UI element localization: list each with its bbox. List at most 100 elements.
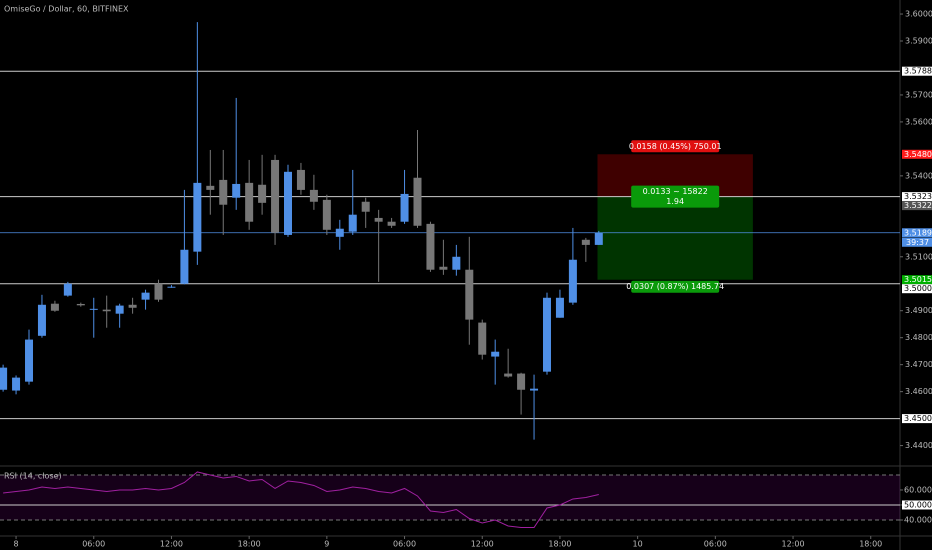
stop-label: 0.0158 (0.45%) 750.01 [629, 142, 722, 151]
y-tick-label: 60.0000 [904, 485, 932, 494]
rsi-label-box [902, 500, 932, 510]
target-label: 0.0307 (0.87%) 1485.74 [626, 282, 724, 291]
candle-body [387, 221, 396, 226]
candle-body [581, 239, 590, 245]
candle-body [206, 185, 215, 190]
candle-body [50, 303, 59, 311]
target-zone [597, 196, 753, 280]
candle-body [154, 283, 163, 300]
candle-body [361, 201, 370, 212]
price-label-box [902, 275, 932, 285]
x-tick-label: 06:00 [393, 540, 416, 549]
x-tick-label: 9 [324, 540, 329, 549]
candle-body [400, 193, 409, 222]
x-tick-label: 06:00 [82, 540, 105, 549]
y-tick-label: 3.5100 [905, 252, 932, 261]
candle-body [439, 266, 448, 270]
countdown: 39:37 [906, 238, 929, 247]
y-tick-label: 3.4400 [905, 441, 932, 450]
candle-body [348, 214, 357, 232]
candle-body [141, 292, 150, 300]
price-label-box [902, 284, 932, 294]
price-label-box [902, 66, 932, 76]
candle-body [180, 249, 189, 284]
candle-body [335, 228, 344, 237]
target-label-box [631, 280, 720, 293]
x-tick-label: 18:00 [238, 540, 261, 549]
y-tick-label: 40.0000 [904, 515, 932, 524]
candle-body [219, 179, 228, 205]
price-label: 3.5323 [904, 192, 932, 201]
y-tick-label: 3.4900 [905, 306, 932, 315]
x-tick-label: 18:00 [548, 540, 571, 549]
candle-body [465, 269, 474, 320]
candle-body [232, 183, 241, 198]
candle-body [309, 189, 318, 202]
price-label: 3.5015 [904, 275, 932, 284]
price-label-box [902, 414, 932, 424]
candle-body [413, 177, 422, 226]
candle-body [426, 223, 435, 270]
price-label: 3.5000 [904, 284, 932, 293]
y-tick-label: 3.5900 [905, 36, 932, 45]
candle-body [296, 169, 305, 190]
candle-body [517, 373, 526, 390]
candle-body [374, 217, 383, 222]
price-label: 3.5322 [904, 201, 932, 210]
y-tick-label: 3.4800 [905, 333, 932, 342]
y-tick-label: 3.5400 [905, 171, 932, 180]
ratio-label: 0.0133 ~ 15822 [643, 187, 708, 196]
candle-body [0, 367, 8, 390]
price-label: 3.5788 [904, 67, 932, 76]
candle-body [12, 377, 21, 391]
candle-body [89, 308, 98, 310]
candle-body [37, 304, 46, 336]
candle-body [193, 182, 202, 252]
x-tick-label: 10 [633, 540, 643, 549]
candle-body [452, 256, 461, 270]
candle-body [115, 305, 124, 314]
price-label-box [902, 228, 932, 238]
x-tick-label: 18:00 [859, 540, 882, 549]
y-tick-label: 3.5700 [905, 90, 932, 99]
y-tick-label: 3.6000 [905, 10, 932, 19]
candle-body [245, 182, 254, 222]
ratio-label: 1.94 [666, 197, 684, 206]
rsi-line [3, 471, 599, 528]
candle-body [284, 171, 292, 235]
candle-body [76, 303, 85, 306]
candle-body [271, 159, 280, 233]
candle-body [568, 259, 577, 303]
candle-body [25, 339, 34, 382]
candle-body [322, 199, 331, 230]
candle-body [530, 388, 539, 391]
rsi-band [0, 474, 900, 520]
rsi-title: RSI (14, close) [4, 472, 62, 481]
candle-body [258, 184, 267, 203]
x-tick-label: 12:00 [160, 540, 183, 549]
chart-title: OmiseGo / Dollar, 60, BITFINEX [4, 5, 129, 14]
price-label-box [902, 192, 932, 202]
candle-body [504, 373, 513, 377]
ratio-label-box [631, 185, 720, 208]
price-label: 3.5480 [904, 150, 932, 159]
candle-body [542, 297, 551, 372]
price-label-box [902, 149, 932, 159]
y-tick-label: 3.4600 [905, 387, 932, 396]
price-label: 3.5189 [904, 228, 932, 237]
candle-body [128, 304, 137, 308]
candle-body [555, 297, 564, 318]
y-tick-label: 50.0000 [904, 500, 932, 509]
x-tick-label: 12:00 [471, 540, 494, 549]
candle-body [478, 322, 487, 355]
price-label: 3.4500 [904, 414, 932, 423]
x-tick-label: 8 [14, 540, 19, 549]
x-tick-label: 06:00 [704, 540, 727, 549]
stop-label-box [631, 140, 720, 153]
candle-body [491, 351, 500, 357]
candle-body [167, 286, 176, 288]
y-tick-label: 3.5600 [905, 117, 932, 126]
countdown-box [902, 237, 932, 247]
candle-body [594, 232, 603, 245]
